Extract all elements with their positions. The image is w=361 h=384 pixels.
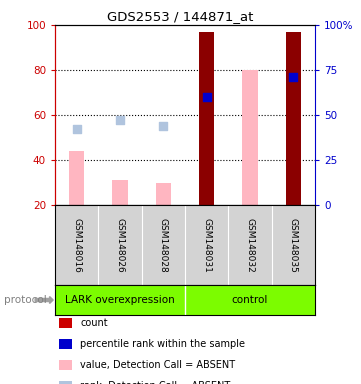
Text: GSM148016: GSM148016 (72, 218, 81, 272)
Text: rank, Detection Call = ABSENT: rank, Detection Call = ABSENT (80, 381, 231, 384)
Text: GSM148026: GSM148026 (116, 218, 125, 272)
Point (117, 116, 123, 122)
Bar (286, 32, 301, 205)
Text: GSM148028: GSM148028 (159, 218, 168, 272)
Text: value, Detection Call = ABSENT: value, Detection Call = ABSENT (80, 360, 235, 370)
Text: percentile rank within the sample: percentile rank within the sample (80, 339, 245, 349)
Text: LARK overexpression: LARK overexpression (65, 295, 175, 305)
Bar (199, 32, 214, 205)
Text: GDS2553 / 144871_at: GDS2553 / 144871_at (107, 10, 254, 23)
Point (291, 74, 296, 80)
Bar (112, 180, 127, 205)
Text: count: count (80, 318, 108, 328)
Text: GSM148032: GSM148032 (245, 218, 255, 272)
Bar (156, 182, 171, 205)
Text: protocol: protocol (4, 295, 46, 305)
Point (74, 126, 79, 132)
Text: control: control (232, 295, 268, 305)
Point (160, 123, 166, 129)
Bar (243, 70, 258, 205)
Point (204, 94, 209, 100)
Text: GSM148035: GSM148035 (289, 218, 298, 272)
Bar (69, 151, 84, 205)
Text: GSM148031: GSM148031 (202, 218, 211, 272)
